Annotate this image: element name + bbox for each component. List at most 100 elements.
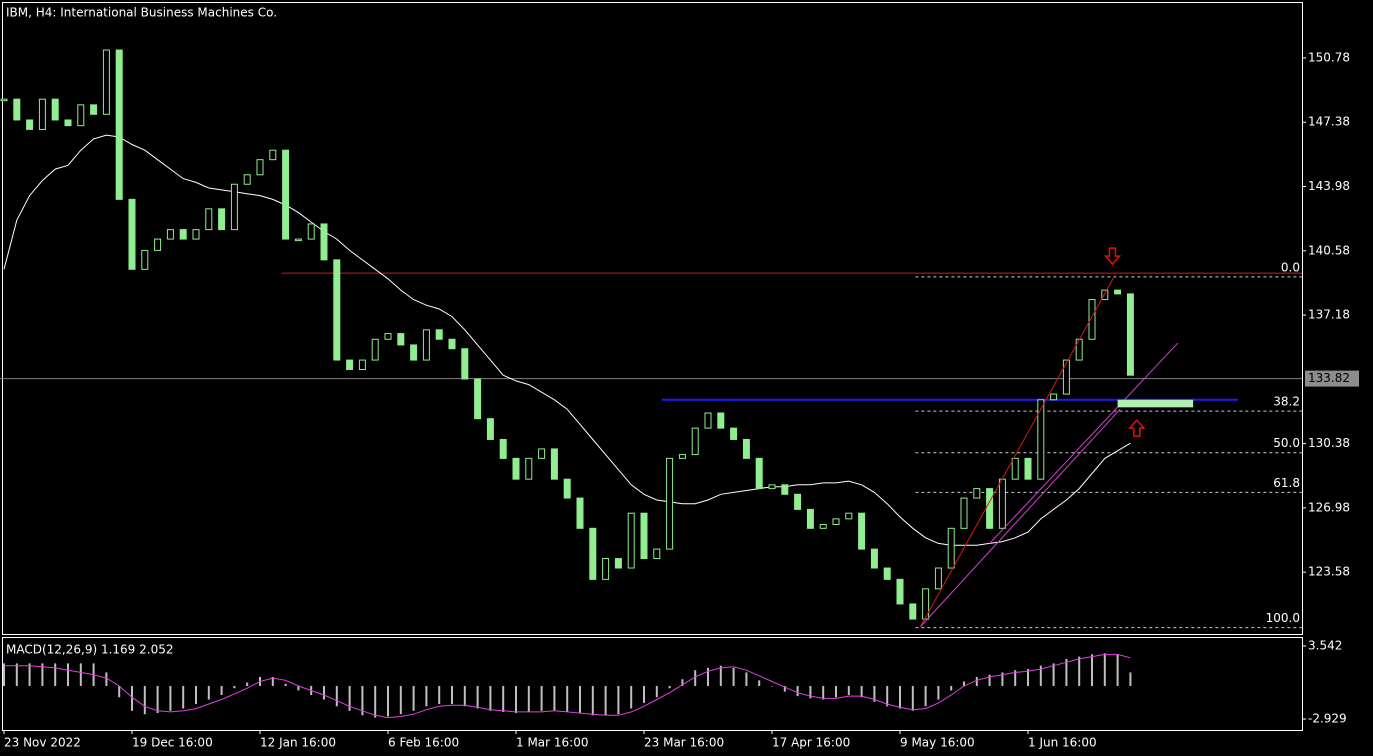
candle bbox=[883, 567, 891, 580]
macd-bar bbox=[28, 663, 31, 686]
candle bbox=[51, 98, 59, 121]
candle bbox=[845, 512, 853, 520]
y-tick-label: 140.58 bbox=[1308, 243, 1350, 257]
macd-bar bbox=[54, 663, 57, 686]
macd-bar bbox=[566, 685, 569, 712]
zone bbox=[1117, 399, 1194, 408]
macd-bar bbox=[451, 685, 454, 705]
macd-bar bbox=[668, 685, 671, 689]
macd-bar bbox=[835, 685, 838, 698]
candle bbox=[77, 104, 85, 127]
current-price-label: 133.82 bbox=[1308, 371, 1350, 385]
moving-average bbox=[3, 134, 1131, 546]
candle bbox=[858, 512, 866, 550]
candle bbox=[358, 359, 366, 371]
macd-bar bbox=[975, 676, 978, 686]
candle bbox=[38, 98, 46, 130]
candle bbox=[384, 333, 392, 340]
candle bbox=[896, 578, 904, 605]
x-tick-label: 1 Jun 16:00 bbox=[1028, 736, 1097, 750]
macd-bar bbox=[1129, 672, 1132, 686]
macd-bar bbox=[335, 685, 338, 707]
candle bbox=[294, 238, 302, 242]
x-tick-label: 1 Mar 16:00 bbox=[516, 736, 589, 750]
candle bbox=[832, 518, 840, 526]
trend-line bbox=[920, 274, 1116, 627]
macd-bar bbox=[169, 685, 172, 711]
macd-bar bbox=[617, 685, 620, 715]
candle bbox=[13, 98, 21, 121]
macd-bar bbox=[694, 670, 697, 686]
candle bbox=[614, 558, 622, 569]
candle bbox=[691, 427, 699, 456]
macd-bar bbox=[374, 685, 377, 718]
macd-bar bbox=[527, 685, 530, 712]
candle bbox=[243, 174, 251, 185]
macd-bar bbox=[873, 685, 876, 702]
macd-label: MACD(12,26,9) 1.169 2.052 bbox=[6, 643, 173, 657]
macd-bar bbox=[348, 685, 351, 711]
x-tick-label: 12 Jan 16:00 bbox=[260, 736, 336, 750]
y-tick-label: 123.58 bbox=[1308, 565, 1350, 579]
candle bbox=[307, 223, 315, 240]
macd-bar bbox=[886, 685, 889, 707]
macd-bar bbox=[195, 685, 198, 705]
macd-bar bbox=[655, 685, 658, 698]
macd-bar bbox=[502, 685, 505, 712]
macd-bar bbox=[182, 685, 185, 709]
macd-bar bbox=[911, 685, 914, 711]
candle bbox=[397, 333, 405, 346]
candle bbox=[1088, 299, 1096, 340]
macd-bar bbox=[822, 685, 825, 700]
candle bbox=[448, 338, 456, 350]
x-tick-label: 6 Feb 16:00 bbox=[388, 736, 459, 750]
candle bbox=[627, 512, 635, 569]
trend-line bbox=[920, 408, 1121, 627]
candle bbox=[947, 527, 955, 569]
macd-bar bbox=[387, 685, 390, 717]
x-tick-label: 19 Dec 16:00 bbox=[132, 736, 213, 750]
candle bbox=[115, 49, 123, 200]
x-tick-label: 23 Nov 2022 bbox=[4, 736, 81, 750]
candle bbox=[90, 104, 98, 115]
macd-bar bbox=[463, 685, 466, 707]
macd-bar bbox=[924, 685, 927, 707]
macd-bar bbox=[783, 685, 786, 692]
macd-bar bbox=[1001, 672, 1004, 686]
candle bbox=[730, 427, 738, 440]
candle bbox=[333, 259, 341, 361]
macd-bar bbox=[476, 685, 479, 709]
candle bbox=[282, 149, 290, 240]
macd-bar bbox=[323, 685, 326, 700]
candle bbox=[410, 344, 418, 361]
candle bbox=[986, 488, 994, 529]
macd-bar bbox=[1039, 665, 1042, 686]
macd-bar bbox=[489, 685, 492, 711]
macd-bar bbox=[297, 685, 300, 691]
candle bbox=[128, 198, 136, 270]
macd-signal bbox=[4, 653, 1131, 719]
candle bbox=[486, 418, 494, 440]
candle bbox=[973, 488, 981, 499]
candle bbox=[1114, 289, 1122, 295]
candle bbox=[563, 478, 571, 499]
candle bbox=[64, 119, 72, 127]
macd-bar bbox=[15, 663, 18, 686]
macd-bar bbox=[118, 685, 121, 698]
macd-bar bbox=[681, 679, 684, 686]
candle bbox=[602, 558, 610, 580]
main-panel bbox=[2, 2, 1303, 635]
y-tick-label: 130.38 bbox=[1308, 436, 1350, 450]
candle bbox=[525, 457, 533, 480]
candle bbox=[1075, 338, 1083, 361]
candle bbox=[166, 229, 174, 240]
macd-bar bbox=[105, 672, 108, 686]
candle bbox=[154, 238, 162, 251]
candle bbox=[205, 208, 213, 231]
macd-bar bbox=[79, 663, 82, 686]
macd-bar bbox=[732, 667, 735, 686]
macd-bar bbox=[643, 685, 646, 703]
candle bbox=[256, 159, 264, 176]
candle bbox=[320, 223, 328, 261]
y-tick-label: -2.929 bbox=[1308, 712, 1347, 726]
